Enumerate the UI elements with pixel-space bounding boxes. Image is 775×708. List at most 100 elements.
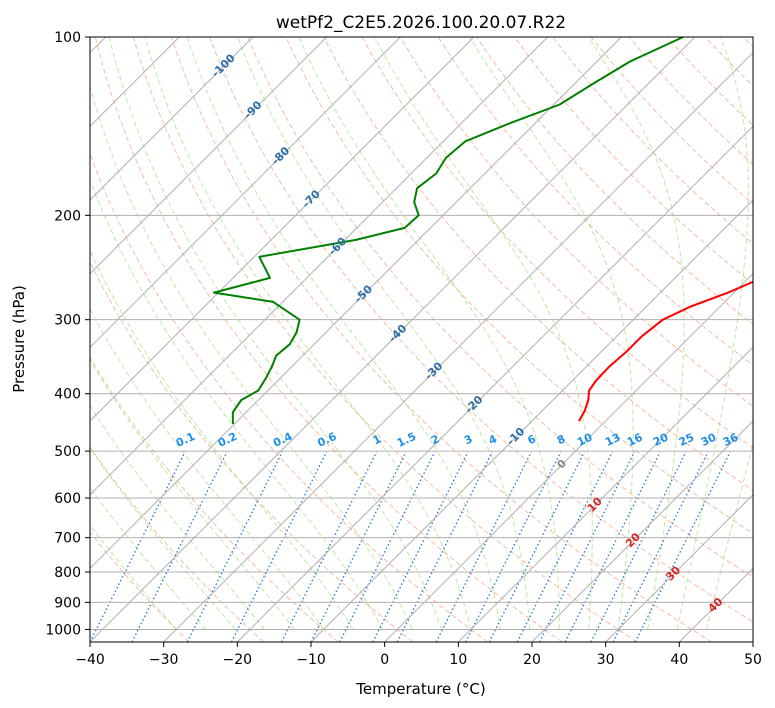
x-tick-label: 10 bbox=[449, 652, 467, 668]
mixing-ratio-line bbox=[90, 451, 186, 642]
dry-adiabat bbox=[90, 531, 190, 642]
isotherm-line bbox=[531, 420, 753, 642]
moist-adiabat bbox=[237, 37, 531, 630]
mixing-ratio-line bbox=[612, 451, 709, 642]
moist-adiabat bbox=[374, 37, 593, 630]
dry-adiabat bbox=[323, 37, 753, 491]
x-tick-label: 20 bbox=[523, 652, 541, 668]
isobar-grid bbox=[90, 37, 753, 630]
plot-area: -100-90-80-70-60-50-40-30-20-10010203040… bbox=[90, 37, 753, 642]
moist-adiabat bbox=[469, 37, 634, 630]
x-tick-label: 30 bbox=[597, 652, 615, 668]
moist-adiabat bbox=[706, 441, 753, 630]
x-tick-label: 50 bbox=[744, 652, 762, 668]
isotherm-line bbox=[90, 37, 401, 349]
mixing-ratio-line bbox=[538, 451, 635, 642]
y-tick-label: 800 bbox=[54, 565, 81, 581]
x-tick-label: −10 bbox=[296, 652, 326, 668]
moist-adiabat bbox=[90, 308, 324, 630]
temperature-profile bbox=[578, 280, 753, 422]
mixing-ratio-label: 16 bbox=[625, 431, 645, 449]
moist-adiabat bbox=[676, 37, 749, 630]
mixing-ratio-label: 25 bbox=[677, 431, 696, 449]
mixing-ratio-label: 30 bbox=[699, 431, 719, 449]
mixing-ratio-line bbox=[465, 451, 562, 642]
mixing-ratio-line bbox=[435, 451, 532, 642]
dry-adiabat bbox=[285, 37, 753, 535]
y-tick-label: 1000 bbox=[45, 622, 81, 638]
isotherm-line bbox=[384, 272, 753, 642]
dry-adiabat bbox=[399, 37, 753, 407]
y-tick-label: 300 bbox=[54, 313, 81, 329]
mixing-ratio-label: 20 bbox=[651, 431, 671, 449]
y-tick-label: 600 bbox=[54, 491, 81, 507]
x-axis-label: Temperature (°C) bbox=[355, 680, 485, 698]
mixing-ratio-line bbox=[372, 451, 469, 642]
isotherm-grid bbox=[90, 37, 753, 642]
moist-adiabats bbox=[90, 37, 753, 630]
mixing-ratio-line bbox=[339, 451, 436, 642]
moist-adiabat bbox=[90, 84, 413, 630]
moist-adiabat bbox=[90, 249, 354, 630]
mixing-ratio-line bbox=[516, 451, 613, 642]
dry-adiabat bbox=[90, 260, 414, 642]
moist-adiabat bbox=[90, 178, 383, 630]
mixing-ratio-line bbox=[396, 451, 493, 642]
y-tick-label: 900 bbox=[54, 595, 81, 611]
y-tick-label: 500 bbox=[54, 444, 81, 460]
dry-adiabat bbox=[552, 37, 753, 245]
y-axis-ticks: 100 200 300 400 500 600 700 800 900 1000 bbox=[45, 30, 90, 638]
y-tick-label: 400 bbox=[54, 387, 81, 403]
sounding-profiles bbox=[213, 37, 753, 425]
mixing-ratio-label: 36 bbox=[721, 431, 741, 449]
mixing-ratio-line bbox=[634, 451, 731, 642]
isotherm-line bbox=[90, 37, 696, 642]
isotherm-line bbox=[605, 493, 753, 642]
dry-adiabat bbox=[90, 356, 339, 642]
mixing-ratio-line bbox=[280, 451, 378, 642]
moist-adiabat bbox=[298, 37, 560, 630]
mixing-ratio-line bbox=[310, 451, 407, 642]
mixing-ratio-lines bbox=[90, 451, 731, 642]
y-tick-label: 100 bbox=[54, 30, 81, 46]
mixing-ratio-line bbox=[230, 451, 328, 642]
mixing-ratio-line bbox=[186, 451, 283, 642]
mixing-ratio-line bbox=[488, 451, 585, 642]
dry-adiabat bbox=[590, 37, 753, 205]
y-tick-label: 200 bbox=[54, 208, 81, 224]
isotherm-line bbox=[457, 346, 753, 642]
x-tick-label: −30 bbox=[149, 652, 179, 668]
mixing-ratio-line bbox=[564, 451, 661, 642]
isotherm-line bbox=[90, 37, 549, 496]
dry-adiabat bbox=[476, 37, 753, 325]
dry-adiabat bbox=[94, 37, 563, 642]
isotherm-line bbox=[90, 37, 254, 201]
mixing-ratio-label: 10 bbox=[575, 431, 595, 449]
mixing-ratio-line bbox=[590, 451, 687, 642]
moist-adiabat bbox=[587, 37, 685, 630]
x-tick-label: −20 bbox=[223, 652, 253, 668]
x-tick-label: 0 bbox=[380, 652, 389, 668]
y-axis-label: Pressure (hPa) bbox=[10, 285, 28, 393]
isotherm-line bbox=[90, 37, 328, 275]
dry-adiabat bbox=[171, 37, 712, 642]
dry-adiabat bbox=[209, 37, 753, 623]
isotherm-line bbox=[310, 199, 753, 642]
mixing-ratio-label: 13 bbox=[603, 431, 622, 449]
x-axis-ticks: −40 −30 −20 −10 0 10 20 30 40 50 bbox=[75, 642, 762, 668]
x-tick-label: 40 bbox=[670, 652, 688, 668]
isotherm-line bbox=[90, 37, 622, 570]
plot-frame bbox=[89, 36, 754, 643]
moist-adiabat bbox=[108, 37, 442, 630]
dry-adiabat bbox=[437, 37, 753, 366]
chart-title: wetPf2_C2E5.2026.100.20.07.R22 bbox=[276, 13, 566, 33]
isotherm-line bbox=[90, 37, 475, 422]
x-tick-label: −40 bbox=[75, 652, 105, 668]
mixing-ratio-line bbox=[131, 451, 228, 642]
isotherm-line bbox=[163, 51, 753, 642]
y-tick-label: 700 bbox=[54, 531, 81, 547]
isotherm-line bbox=[236, 125, 753, 642]
dewpoint-profile bbox=[213, 37, 684, 425]
